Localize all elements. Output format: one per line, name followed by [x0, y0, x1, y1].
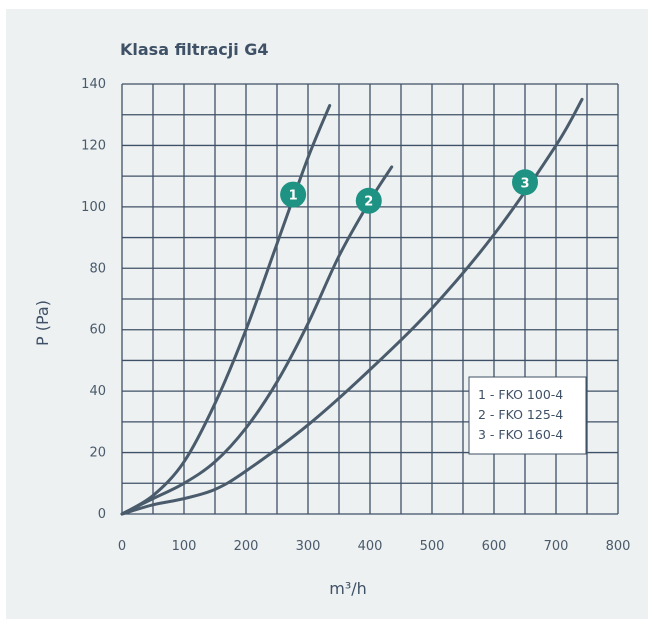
x-tick-label: 200 — [234, 539, 259, 554]
x-tick-label: 400 — [358, 539, 383, 554]
y-tick-label: 140 — [81, 77, 106, 92]
x-tick-label: 500 — [420, 539, 445, 554]
y-tick-label: 0 — [98, 507, 106, 522]
curve-1 — [120, 104, 332, 516]
legend-entry-3: 3 - FKO 160-4 — [478, 427, 563, 442]
y-tick-label: 60 — [89, 323, 106, 338]
marker-2-circle — [355, 187, 382, 214]
x-tick-label: 800 — [606, 539, 631, 554]
y-tick-label: 120 — [81, 138, 106, 153]
y-tick-label: 80 — [89, 261, 106, 276]
y-axis-label: P (Pa) — [33, 300, 52, 346]
legend: 1 - FKO 100-4 2 - FKO 125-4 3 - FKO 160-… — [468, 376, 587, 455]
pressure-flow-chart: Klasa filtracji G4 0 100 200 300 400 500 600 70… — [33, 40, 631, 598]
curve-2 — [120, 165, 394, 516]
x-tick-label: 700 — [544, 539, 569, 554]
marker-3-label: 3 — [520, 176, 529, 191]
x-tick-label: 300 — [296, 539, 321, 554]
x-tick-label: 100 — [172, 539, 197, 554]
marker-1-label: 1 — [289, 189, 298, 204]
x-tick-labels: 0 100 200 300 400 500 600 700 800 — [118, 539, 631, 554]
marker-3-circle — [512, 169, 538, 196]
y-tick-label: 100 — [81, 200, 106, 215]
curves — [120, 97, 584, 516]
chart-title: Klasa filtracji G4 — [120, 40, 269, 59]
curve-markers: 1 2 3 — [280, 169, 538, 214]
legend-box — [468, 376, 587, 455]
chart-panel: Klasa filtracji G4 0 100 200 300 400 500 600 70… — [6, 9, 648, 619]
x-tick-label: 600 — [482, 539, 507, 554]
x-tick-label: 0 — [118, 539, 126, 554]
legend-entry-1: 1 - FKO 100-4 — [478, 387, 563, 402]
y-tick-label: 20 — [89, 446, 106, 461]
legend-entry-2: 2 - FKO 125-4 — [478, 407, 563, 422]
y-tick-labels: 0 20 40 60 80 100 120 140 — [81, 77, 106, 522]
marker-1-circle — [280, 181, 307, 208]
marker-2-label: 2 — [364, 195, 373, 210]
curve-3 — [120, 97, 584, 516]
y-tick-label: 40 — [89, 384, 106, 399]
x-axis-label: m³/h — [329, 579, 367, 598]
